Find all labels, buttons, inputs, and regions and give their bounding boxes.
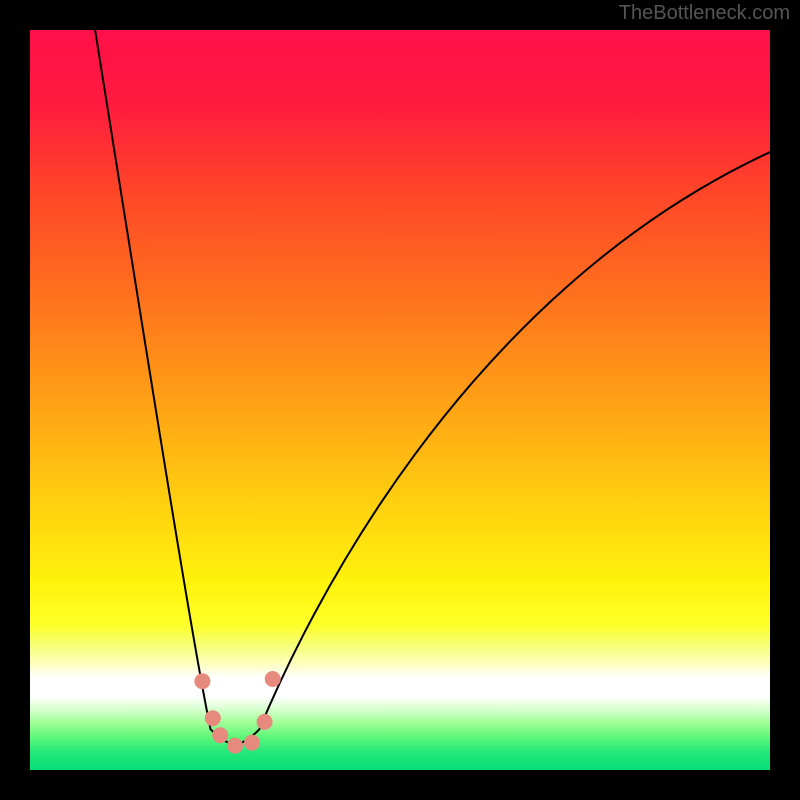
marker-point xyxy=(205,710,221,726)
plot-area xyxy=(30,30,770,770)
marker-point xyxy=(212,727,228,743)
marker-point xyxy=(227,738,243,754)
plot-svg xyxy=(30,30,770,770)
marker-point xyxy=(257,714,273,730)
marker-point xyxy=(244,735,260,751)
marker-point xyxy=(194,673,210,689)
marker-point xyxy=(265,671,281,687)
gradient-background xyxy=(30,30,770,770)
watermark-text: TheBottleneck.com xyxy=(619,2,790,25)
